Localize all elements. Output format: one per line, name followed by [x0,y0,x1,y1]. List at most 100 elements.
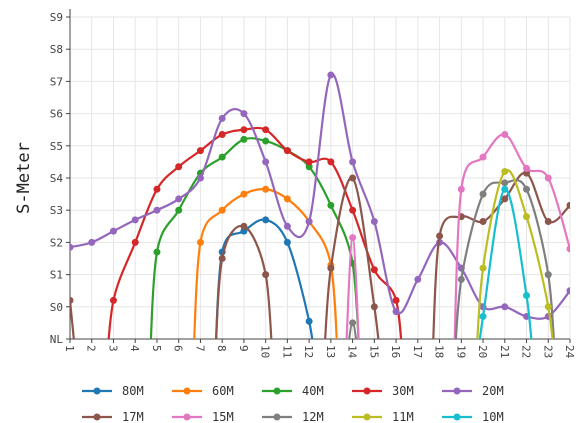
legend-item[interactable]: 12M [262,410,324,423]
data-point [70,243,74,251]
series-10M [478,185,533,339]
data-point [240,222,248,230]
x-tick-label: 15 [367,345,380,358]
series-layer [70,71,570,339]
legend-item[interactable]: 11M [352,410,414,423]
y-tick-label: S7 [50,75,63,88]
legend-marker [183,413,191,421]
legend-marker [453,387,461,395]
data-point [327,158,335,166]
x-tick-label: 17 [411,345,424,358]
data-point [566,287,570,295]
legend-item[interactable]: 60M [172,384,234,398]
series-line [453,133,570,339]
series-30M [107,126,403,339]
data-point [523,213,531,221]
data-point [175,163,183,171]
legend-item[interactable]: 40M [262,384,324,398]
data-point [349,158,357,166]
data-point [262,185,270,193]
axes [66,9,571,343]
data-point [262,126,270,134]
data-point [262,137,270,145]
x-tick-label: 19 [454,345,467,358]
legend-item[interactable]: 80M [82,384,144,398]
data-point [283,195,291,203]
data-point [414,275,422,283]
legend-label: 40M [302,384,324,398]
legend-marker [363,413,371,421]
legend-item[interactable]: 30M [352,384,414,398]
data-point [479,153,487,161]
data-point [457,185,465,193]
data-point [109,227,117,235]
data-point [196,238,204,246]
data-point [131,238,139,246]
y-tick-label: S5 [50,140,63,153]
data-point [262,158,270,166]
x-tick-label: 16 [389,345,402,358]
x-tick-label: 14 [346,345,359,359]
data-point [305,317,313,325]
legend-label: 15M [212,410,234,423]
grid [69,16,571,340]
legend-item[interactable]: 15M [172,410,234,423]
series-line [70,300,75,339]
legend-item[interactable]: 17M [82,410,144,423]
data-point [392,296,400,304]
x-tick-label: 1 [63,345,76,352]
data-point [370,266,378,274]
y-tick-label: S2 [50,236,63,249]
data-point [566,245,570,253]
data-point [175,206,183,214]
data-point [349,234,357,242]
data-point [523,169,531,177]
legend[interactable]: 80M 60M 40M 30M 20M 17M 15M 12M 11M 10M [82,384,504,423]
legend-label: 11M [392,410,414,423]
data-point [196,174,204,182]
data-point [370,217,378,225]
series-line [432,171,570,339]
data-point [240,190,248,198]
legend-marker [453,413,461,421]
data-point [349,206,357,214]
data-point [88,238,96,246]
data-point [218,206,226,214]
data-point [501,131,509,139]
data-point [501,185,509,193]
legend-item[interactable]: 20M [442,384,504,398]
data-point [349,174,357,182]
data-point [327,264,335,272]
legend-marker [273,413,281,421]
y-tick-label: S6 [50,108,63,121]
legend-label: 17M [122,410,144,423]
legend-label: 12M [302,410,324,423]
y-tick-label: S1 [50,269,63,282]
data-point [240,110,248,118]
x-tick-label: 7 [193,345,206,352]
x-tick-label: 13 [324,345,337,358]
data-point [501,195,509,203]
data-point [523,292,531,300]
data-point [218,131,226,139]
x-tick-label: 23 [541,345,554,358]
data-point [327,71,335,79]
data-point [305,163,313,171]
x-tick-label: 2 [85,345,98,352]
data-point [501,168,509,176]
data-point [283,238,291,246]
data-point [262,216,270,224]
x-tick-label: 6 [172,345,185,352]
data-point [262,271,270,279]
x-tick-label: 3 [106,345,119,352]
legend-item[interactable]: 10M [442,410,504,423]
data-point [544,174,552,182]
series-12M [348,178,555,339]
legend-marker [363,387,371,395]
data-point [479,217,487,225]
series-17M [70,169,570,339]
y-axis-label: S-Meter [14,142,34,214]
data-point [153,185,161,193]
